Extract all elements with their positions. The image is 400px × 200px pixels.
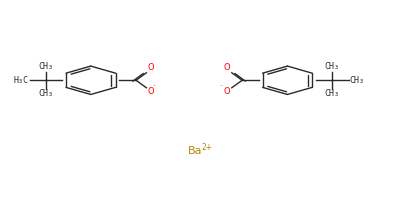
Text: CH₃: CH₃	[324, 89, 339, 98]
Text: O: O	[148, 63, 154, 72]
Text: 2+: 2+	[202, 143, 213, 152]
Text: CH₃: CH₃	[39, 62, 54, 71]
Text: O: O	[224, 87, 230, 96]
Text: CH₃: CH₃	[324, 62, 339, 71]
Text: ⁻: ⁻	[153, 86, 156, 91]
Text: CH₃: CH₃	[39, 89, 54, 98]
Text: O: O	[148, 87, 154, 96]
Text: O: O	[224, 63, 230, 72]
Text: CH₃: CH₃	[350, 76, 365, 85]
Text: H₃C: H₃C	[14, 76, 28, 85]
Text: Ba: Ba	[188, 146, 202, 156]
Text: ⁻: ⁻	[220, 86, 223, 91]
